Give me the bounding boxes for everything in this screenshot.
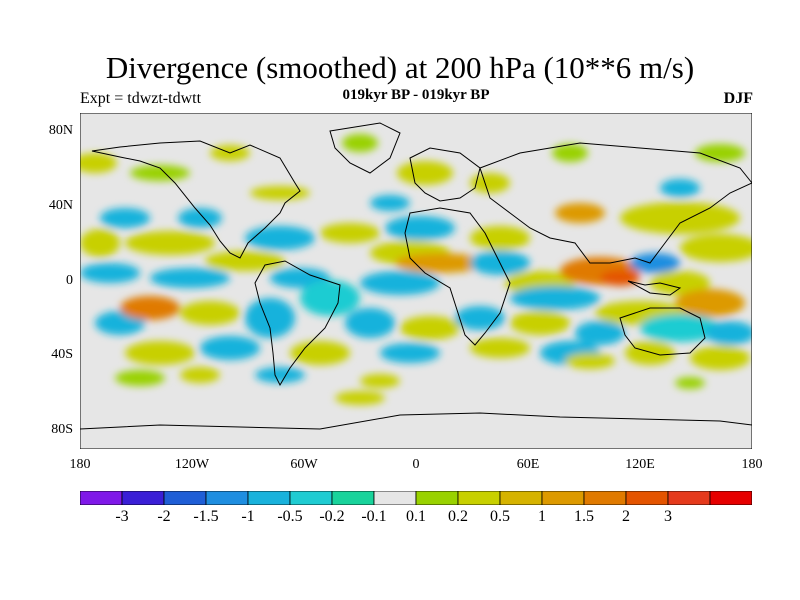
colorbar-swatch xyxy=(709,491,752,505)
colorbar-label: 0.2 xyxy=(448,508,468,525)
colorbar-swatch xyxy=(163,491,207,505)
period-label: 019kyr BP - 019kyr BP xyxy=(342,87,490,103)
lat-tick-80s: 80S xyxy=(51,422,73,437)
plot-title: Divergence (smoothed) at 200 hPa (10**6 … xyxy=(105,50,695,85)
lat-tick-0: 0 xyxy=(66,273,73,288)
colorbar-label: -0.2 xyxy=(319,508,345,525)
colorbar-label: -2 xyxy=(157,508,171,525)
colorbar-label: 1 xyxy=(538,508,546,525)
colorbar-swatch xyxy=(415,491,459,505)
experiment-label: Expt = tdwzt-tdwtt xyxy=(80,90,202,107)
colorbar-label: -1 xyxy=(241,508,255,525)
colorbar-label: -3 xyxy=(115,508,129,525)
colorbar-swatch xyxy=(80,491,123,505)
colorbar-swatch xyxy=(373,491,417,505)
colorbar-swatch xyxy=(541,491,585,505)
lon-tick-120e: 120E xyxy=(625,457,655,472)
divergence-map xyxy=(80,113,752,449)
colorbar xyxy=(80,491,752,505)
colorbar-label: 1.5 xyxy=(574,508,594,525)
lon-tick-60e: 60E xyxy=(516,457,540,472)
colorbar-label: 0.1 xyxy=(406,508,426,525)
season-label: DJF xyxy=(723,90,753,107)
lon-tick-0: 0 xyxy=(412,457,420,472)
colorbar-swatch xyxy=(499,491,543,505)
colorbar-swatch xyxy=(289,491,333,505)
lon-tick-120w: 120W xyxy=(174,457,210,472)
colorbar-swatch xyxy=(121,491,165,505)
lon-tick-180w: 180 xyxy=(69,457,91,472)
colorbar-swatch xyxy=(247,491,291,505)
lon-tick-180e: 180 xyxy=(741,457,763,472)
lat-tick-40n: 40N xyxy=(48,198,73,213)
colorbar-swatch xyxy=(667,491,711,505)
colorbar-swatch xyxy=(331,491,375,505)
colorbar-label: -0.1 xyxy=(361,508,387,525)
colorbar-label: 2 xyxy=(622,508,630,525)
colorbar-label: 0.5 xyxy=(490,508,510,525)
colorbar-swatch xyxy=(205,491,249,505)
colorbar-swatch xyxy=(625,491,669,505)
colorbar-label: 3 xyxy=(664,508,672,525)
lat-tick-40s: 40S xyxy=(51,347,73,362)
lon-tick-60w: 60W xyxy=(290,457,318,472)
colorbar-swatch xyxy=(583,491,627,505)
colorbar-label: -1.5 xyxy=(193,508,219,525)
lat-tick-80n: 80N xyxy=(48,123,73,138)
colorbar-swatch xyxy=(457,491,501,505)
colorbar-label: -0.5 xyxy=(277,508,303,525)
